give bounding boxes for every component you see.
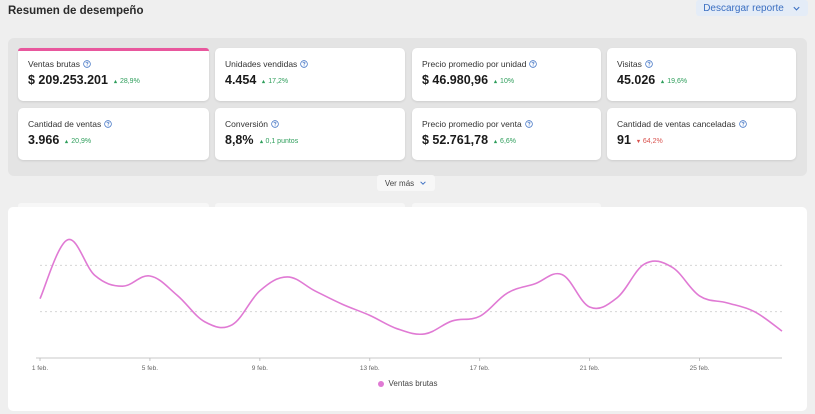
download-report-label: Descargar reporte bbox=[703, 2, 784, 14]
x-tick-label: 25 feb. bbox=[690, 365, 710, 372]
arrow-up-icon bbox=[65, 139, 69, 144]
metric-label: Precio promedio por venta bbox=[422, 119, 601, 129]
metric-value: 4.454 bbox=[225, 73, 257, 87]
metric-label: Unidades vendidas bbox=[225, 59, 405, 69]
x-tick-label: 9 feb. bbox=[252, 365, 268, 372]
legend-label: Ventas brutas bbox=[388, 379, 438, 388]
metric-label-text: Ventas brutas bbox=[28, 59, 80, 69]
metric-delta-text: 64,2% bbox=[642, 138, 663, 145]
metric-value: $ 52.761,78 bbox=[422, 133, 489, 147]
help-icon[interactable] bbox=[83, 60, 91, 68]
help-icon[interactable] bbox=[738, 120, 747, 128]
metric-label: Cantidad de ventas canceladas bbox=[617, 119, 796, 129]
metric-label-text: Unidades vendidas bbox=[225, 59, 298, 69]
metric-card[interactable]: Cantidad de ventas 3.966 20,9% bbox=[18, 108, 209, 160]
metric-delta-text: 0,1 puntos bbox=[265, 138, 299, 145]
help-icon[interactable] bbox=[524, 120, 533, 128]
metric-value: 91 bbox=[617, 133, 631, 147]
metric-label: Ventas brutas bbox=[28, 59, 209, 69]
help-icon[interactable] bbox=[529, 60, 538, 68]
arrow-up-icon bbox=[493, 79, 498, 84]
metric-label: Visitas bbox=[617, 59, 796, 69]
arrow-down-icon bbox=[636, 139, 641, 144]
help-icon[interactable] bbox=[300, 60, 309, 68]
legend-dot bbox=[377, 380, 384, 387]
metric-label: Precio promedio por unidad bbox=[422, 59, 601, 69]
x-tick-label: 13 feb. bbox=[360, 365, 380, 372]
metric-delta: 6,6% bbox=[493, 138, 516, 145]
metric-delta-text: 6,6% bbox=[500, 138, 517, 145]
metric-delta: 64,2% bbox=[636, 138, 663, 145]
metric-label-text: Precio promedio por unidad bbox=[422, 59, 527, 69]
metric-card[interactable]: Cantidad de ventas canceladas 91 64,2% bbox=[607, 108, 796, 160]
metric-delta: 20,9% bbox=[64, 138, 91, 145]
metric-delta: 10% bbox=[493, 78, 514, 85]
arrow-up-icon bbox=[262, 79, 266, 84]
help-icon[interactable] bbox=[271, 120, 279, 128]
x-tick-label: 1 feb. bbox=[32, 365, 48, 372]
hidden-card-stub bbox=[412, 203, 601, 209]
chart-legend[interactable]: Ventas brutas bbox=[8, 379, 807, 388]
metric-delta: 17,2% bbox=[261, 78, 288, 85]
chart-panel: 1 feb. 5 feb. 9 feb. 13 feb. 17 feb. 21 feb. 2… bbox=[8, 207, 807, 411]
chevron-down-icon bbox=[793, 6, 800, 11]
see-more-button[interactable]: Ver más bbox=[377, 175, 435, 191]
metric-value: 3.966 bbox=[28, 133, 60, 147]
hidden-card-stub bbox=[215, 203, 405, 209]
metric-delta-text: 28,9% bbox=[119, 78, 140, 85]
series-line-ventas-brutas[interactable] bbox=[39, 239, 783, 336]
arrow-up-icon bbox=[493, 139, 498, 144]
metric-delta-text: 10% bbox=[500, 78, 515, 85]
metric-card[interactable]: Visitas 45.026 19,6% bbox=[607, 48, 796, 101]
arrow-up-icon bbox=[661, 79, 665, 84]
metric-card[interactable]: Precio promedio por unidad $ 46.980,96 10% bbox=[412, 48, 601, 101]
metric-card[interactable]: Unidades vendidas 4.454 17,2% bbox=[215, 48, 405, 101]
metric-value: 8,8% bbox=[225, 133, 254, 147]
metric-delta: 0,1 puntos bbox=[259, 138, 299, 145]
arrow-up-icon bbox=[113, 79, 118, 84]
metric-label-text: Cantidad de ventas bbox=[28, 119, 102, 129]
x-tick-label: 5 feb. bbox=[142, 365, 158, 372]
metric-card[interactable]: Conversión 8,8% 0,1 puntos bbox=[215, 108, 405, 160]
metric-card[interactable]: Precio promedio por venta $ 52.761,78 6,6% bbox=[412, 108, 601, 160]
metric-card[interactable]: Ventas brutas $ 209.253.201 28,9% bbox=[18, 48, 209, 101]
help-icon[interactable] bbox=[645, 60, 653, 68]
hidden-card-stub bbox=[18, 203, 209, 209]
see-more-label: Ver más bbox=[384, 178, 415, 188]
chevron-down-icon bbox=[420, 181, 426, 185]
metric-delta-text: 20,9% bbox=[71, 138, 92, 145]
metric-value: 45.026 bbox=[617, 73, 656, 87]
help-icon[interactable] bbox=[104, 120, 112, 128]
metric-value: $ 46.980,96 bbox=[422, 73, 489, 87]
arrow-up-icon bbox=[259, 139, 263, 144]
x-tick-label: 17 feb. bbox=[470, 365, 490, 372]
page-title: Resumen de desempeño bbox=[8, 5, 144, 17]
metric-delta-text: 19,6% bbox=[667, 78, 688, 85]
metric-delta: 28,9% bbox=[113, 78, 140, 85]
metric-delta: 19,6% bbox=[660, 78, 687, 85]
metric-label-text: Precio promedio por venta bbox=[422, 119, 522, 129]
metric-label-text: Cantidad de ventas canceladas bbox=[617, 119, 736, 129]
metric-label-text: Visitas bbox=[617, 59, 642, 69]
metric-value: $ 209.253.201 bbox=[28, 73, 108, 87]
download-report-button[interactable]: Descargar reporte bbox=[696, 0, 808, 16]
metric-label: Cantidad de ventas bbox=[28, 119, 209, 129]
metric-delta-text: 17,2% bbox=[268, 78, 289, 85]
x-tick-label: 21 feb. bbox=[580, 365, 600, 372]
line-chart: 1 feb. 5 feb. 9 feb. 13 feb. 17 feb. 21 feb. 2… bbox=[32, 239, 783, 372]
metrics-panel: Ventas brutas $ 209.253.201 28,9% Unidades … bbox=[8, 38, 807, 209]
metric-label-text: Conversión bbox=[225, 119, 268, 129]
metric-label: Conversión bbox=[225, 119, 405, 129]
